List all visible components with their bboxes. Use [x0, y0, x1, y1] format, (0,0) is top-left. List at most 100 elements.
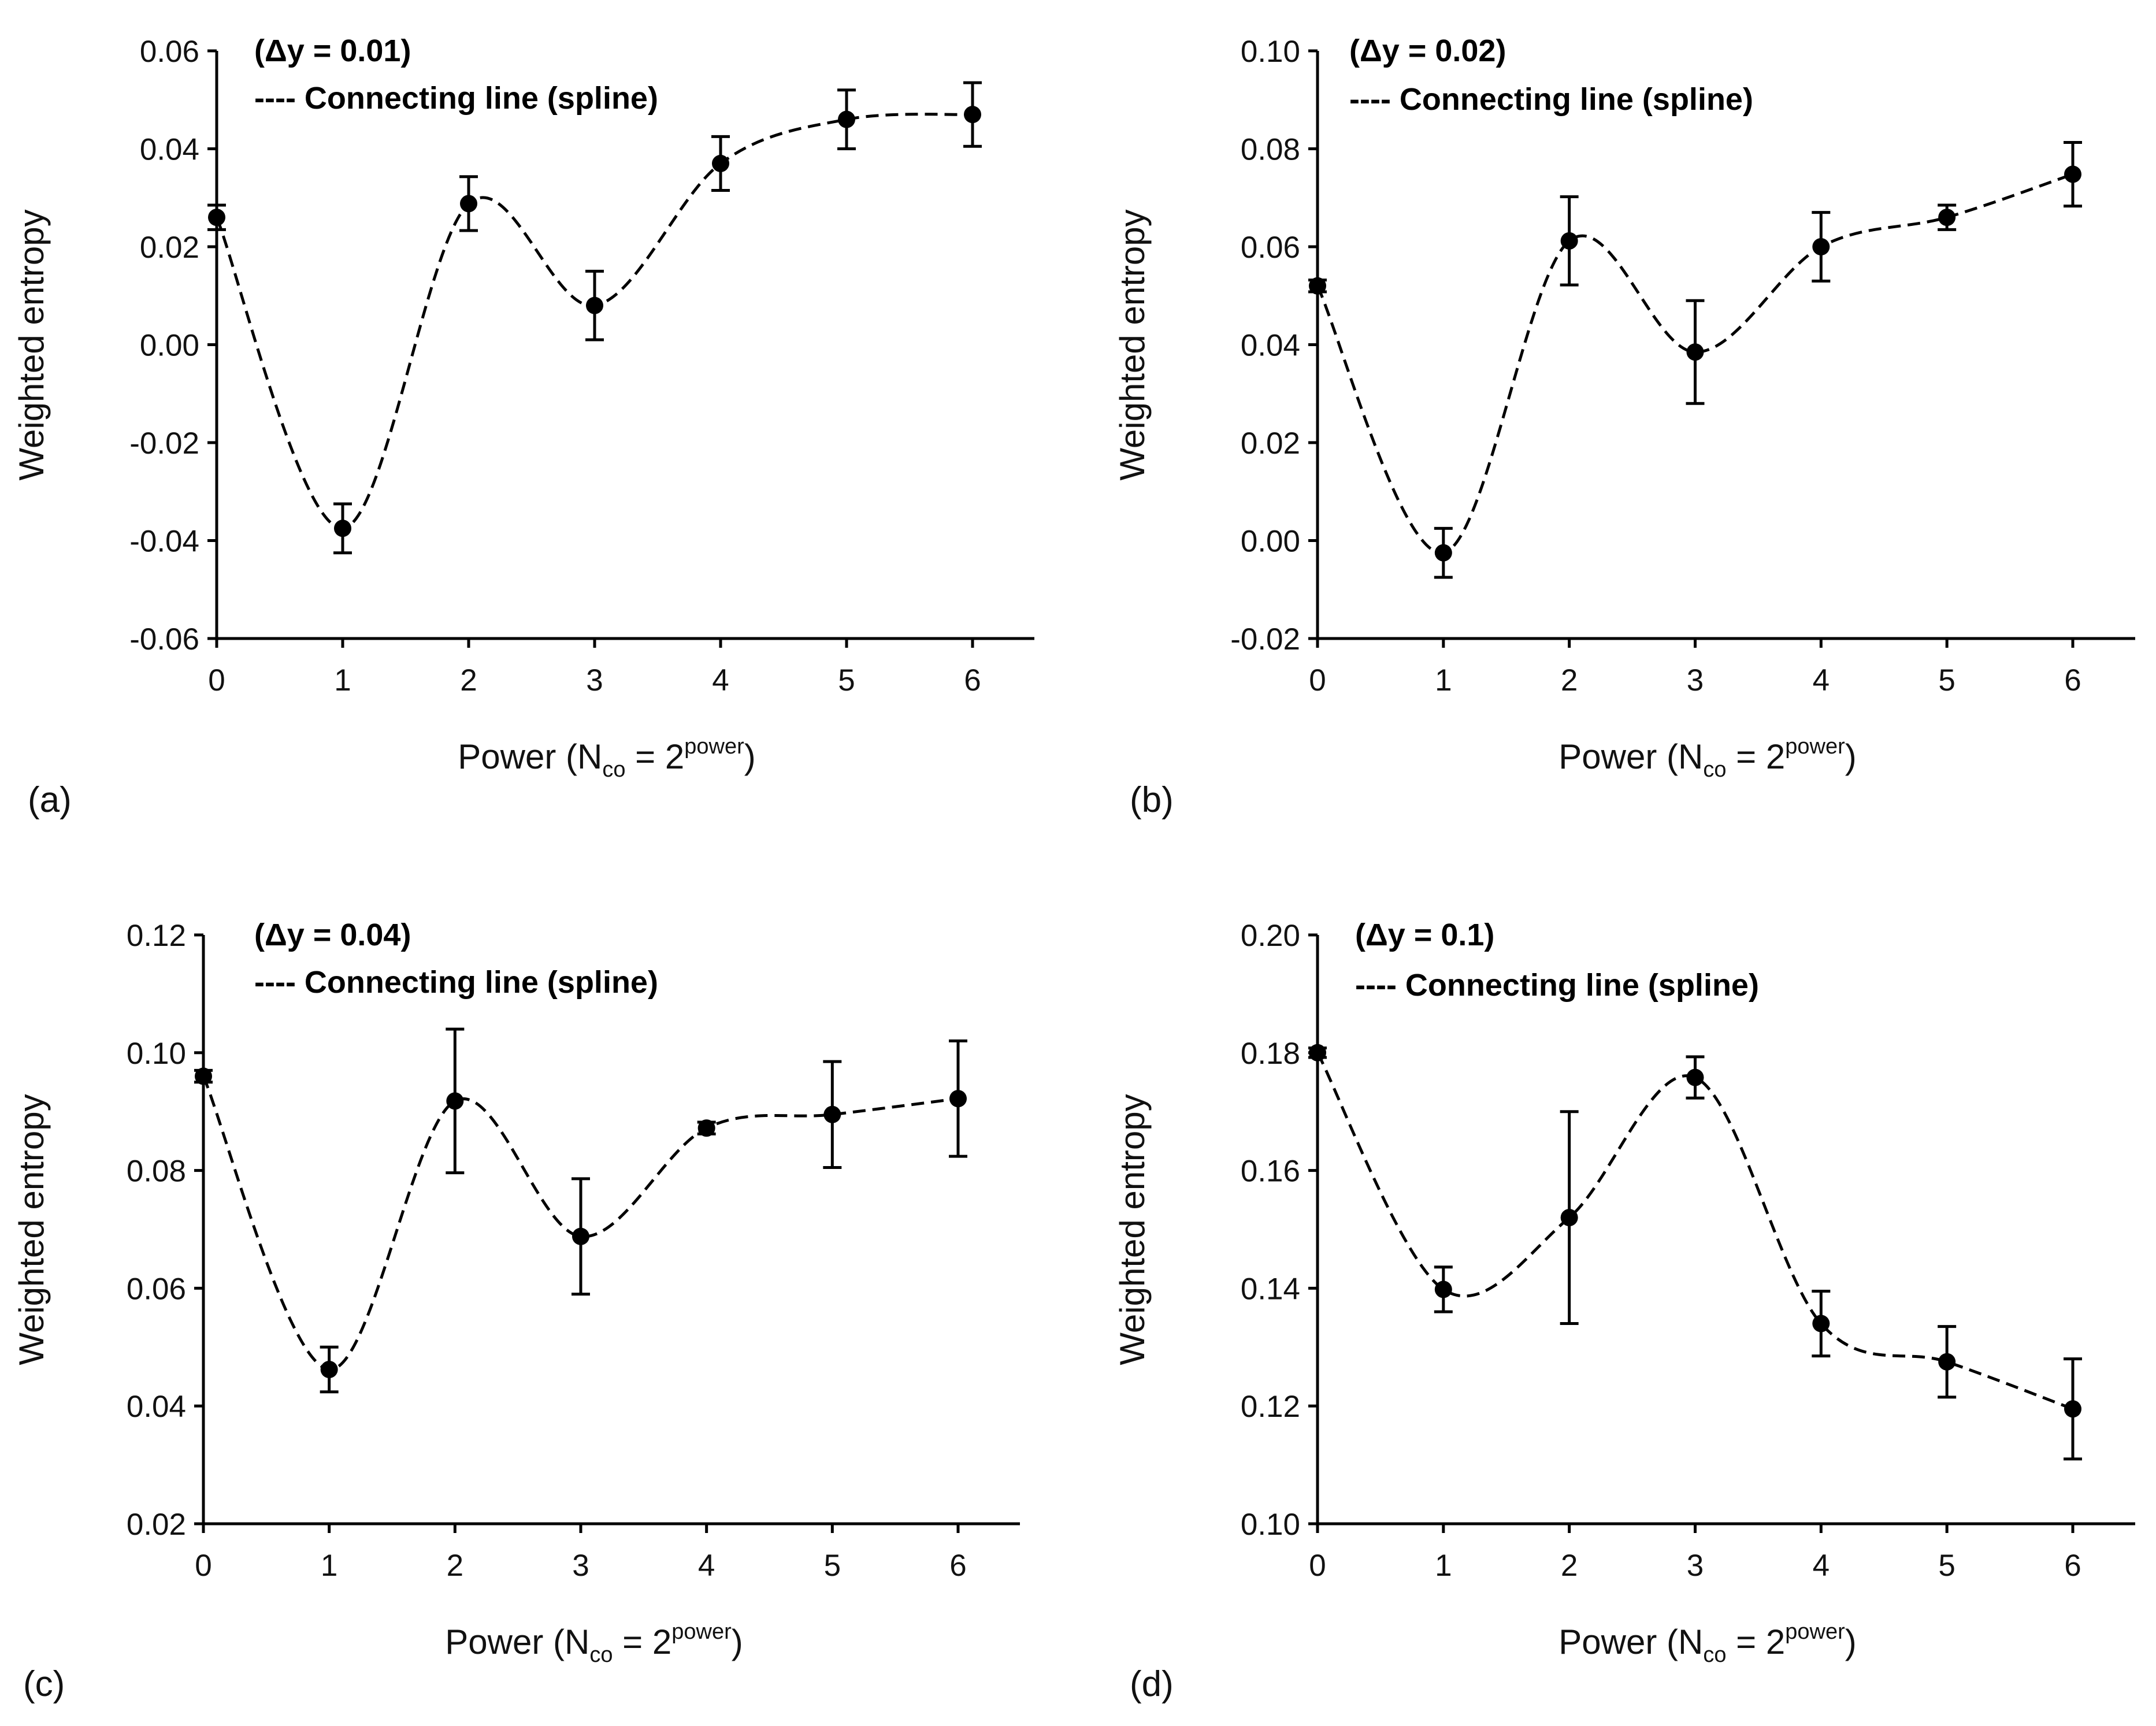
x-axis-title-part: power [1785, 1620, 1845, 1644]
data-point [2064, 1400, 2081, 1418]
x-tick-label: 2 [1561, 1549, 1578, 1583]
x-axis-title-part: Power (N [1558, 737, 1703, 776]
data-point [838, 110, 855, 128]
x-axis-title-part: Power (N [458, 737, 602, 776]
x-tick-label: 1 [334, 663, 351, 697]
y-tick-label: 0.02 [1241, 426, 1300, 461]
data-point [1434, 544, 1452, 562]
data-point [1938, 1353, 1956, 1371]
y-tick-label: 0.10 [1241, 35, 1300, 69]
delta-y-annotation: (Δy = 0.01) [254, 34, 411, 68]
y-tick-label: -0.02 [129, 426, 199, 461]
y-axis-title: Weighted entropy [12, 209, 51, 480]
x-axis-title-part: = 2 [625, 737, 684, 776]
data-point [1812, 238, 1830, 255]
y-tick-label: 0.00 [1241, 525, 1300, 559]
data-point [586, 296, 603, 314]
data-point [1686, 343, 1704, 361]
data-point [320, 1361, 338, 1379]
data-point [712, 154, 729, 172]
x-axis-title: Power (Nco = 2power) [1558, 1620, 1856, 1667]
x-tick-label: 0 [195, 1549, 211, 1583]
y-tick-label: 0.18 [1241, 1037, 1300, 1071]
y-axis-title: Weighted entropy [1113, 209, 1152, 480]
x-tick-label: 0 [1309, 1549, 1326, 1583]
y-tick-label: -0.06 [129, 622, 199, 656]
data-point [2064, 165, 2081, 183]
y-tick-label: 0.10 [127, 1037, 186, 1071]
data-point [195, 1067, 212, 1085]
panel-label: (a) [28, 780, 72, 820]
y-tick-label: 0.06 [127, 1272, 186, 1306]
x-axis-title-part: = 2 [1726, 1623, 1785, 1661]
x-tick-label: 0 [1309, 663, 1326, 697]
x-axis-title-part: co [1703, 1643, 1726, 1667]
data-point [823, 1105, 841, 1123]
x-tick-label: 4 [712, 663, 729, 697]
y-tick-label: 0.06 [140, 35, 199, 69]
y-tick-label: 0.16 [1241, 1155, 1300, 1189]
data-point [1686, 1068, 1704, 1086]
y-tick-label: 0.04 [127, 1390, 186, 1424]
data-point [334, 519, 351, 537]
y-tick-label: 0.06 [1241, 231, 1300, 265]
x-axis-title-part: co [589, 1643, 613, 1667]
spline-line [215, 113, 973, 530]
delta-y-annotation: (Δy = 0.1) [1355, 918, 1494, 952]
x-tick-label: 4 [1813, 1549, 1830, 1583]
x-tick-label: 0 [208, 663, 225, 697]
data-point [1309, 277, 1326, 295]
x-tick-label: 5 [1938, 663, 1955, 697]
y-tick-label: 0.08 [127, 1155, 186, 1189]
data-point [1560, 232, 1578, 250]
x-tick-label: 1 [1435, 1549, 1452, 1583]
data-point [1812, 1315, 1830, 1332]
y-tick-label: 0.20 [1241, 919, 1300, 953]
x-tick-label: 5 [838, 663, 855, 697]
x-axis-title-part: power [1785, 734, 1845, 759]
x-tick-label: 1 [321, 1549, 337, 1583]
chart-panel-c: 0.02 0.04 0.06 0.08 0.10 0.12 0 1 2 3 4 5 6 (Δy = 0.0… [12, 918, 1020, 1704]
y-tick-label: -0.02 [1230, 622, 1300, 656]
x-tick-label: 3 [1687, 1549, 1704, 1583]
x-tick-label: 3 [586, 663, 603, 697]
x-axis-title-part: ) [1845, 737, 1857, 776]
data-point [949, 1090, 967, 1108]
data-point [697, 1119, 715, 1137]
panel-label: (b) [1130, 780, 1174, 820]
chart-panel-a: -0.06 -0.04 -0.02 0.00 0.02 0.04 0.06 0 1 2 3 4 5 6 (Δ… [12, 34, 1034, 820]
x-tick-label: 2 [447, 1549, 463, 1583]
x-axis-title-part: power [671, 1620, 732, 1644]
delta-y-annotation: (Δy = 0.04) [254, 918, 411, 952]
x-tick-label: 6 [964, 663, 981, 697]
x-axis-title-part: ) [1845, 1623, 1857, 1661]
x-tick-label: 5 [824, 1549, 841, 1583]
x-tick-label: 3 [572, 1549, 589, 1583]
legend-text: ---- Connecting line (spline) [1349, 82, 1753, 117]
x-axis-title-part: co [1703, 758, 1726, 782]
x-tick-label: 3 [1687, 663, 1704, 697]
legend-text: ---- Connecting line (spline) [1355, 968, 1759, 1003]
legend-text: ---- Connecting line (spline) [254, 965, 658, 1000]
x-axis-title-part: co [602, 758, 625, 782]
spline-line [1316, 173, 2073, 555]
y-tick-label: 0.14 [1241, 1272, 1300, 1306]
x-axis-title-part: ) [744, 737, 756, 776]
y-axis-title: Weighted entropy [12, 1094, 51, 1365]
data-point [1560, 1209, 1578, 1227]
y-axis-title: Weighted entropy [1113, 1094, 1152, 1365]
x-tick-label: 4 [698, 1549, 715, 1583]
x-axis-title-part: power [684, 734, 744, 759]
legend-text: ---- Connecting line (spline) [254, 81, 658, 116]
x-axis-title-part: Power (N [1558, 1623, 1703, 1661]
spline-line [1316, 1052, 2073, 1411]
x-tick-label: 6 [949, 1549, 966, 1583]
x-axis-title: Power (Nco = 2power) [445, 1620, 743, 1667]
x-tick-label: 2 [460, 663, 477, 697]
x-tick-label: 4 [1813, 663, 1830, 697]
data-point [460, 195, 477, 213]
panel-label: (d) [1130, 1664, 1174, 1704]
x-tick-label: 6 [2064, 1549, 2081, 1583]
y-tick-label: 0.02 [127, 1508, 186, 1542]
